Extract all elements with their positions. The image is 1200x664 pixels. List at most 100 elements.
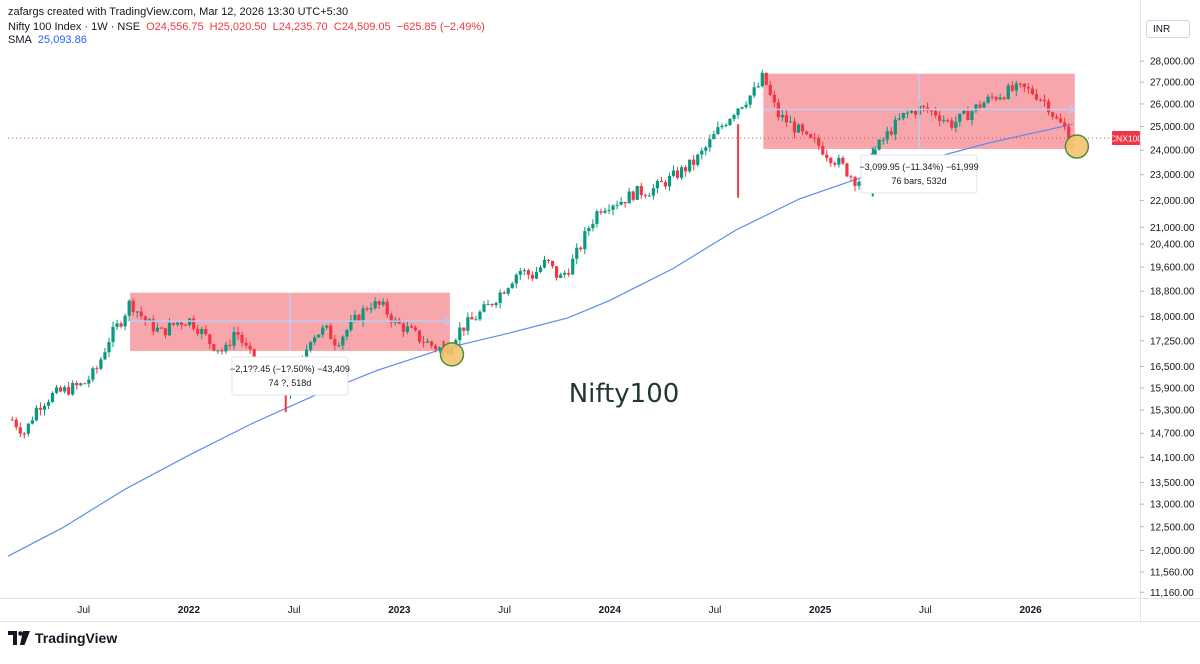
candle[interactable] <box>127 300 131 316</box>
candle[interactable] <box>502 292 506 294</box>
candle[interactable] <box>671 170 676 176</box>
candle[interactable] <box>752 87 756 96</box>
candle[interactable] <box>603 210 607 213</box>
price-scale-panel[interactable] <box>1140 0 1200 659</box>
candle[interactable] <box>50 392 55 402</box>
candle[interactable] <box>800 124 805 132</box>
candle[interactable] <box>401 323 405 332</box>
candle[interactable] <box>688 159 692 172</box>
candle[interactable] <box>938 115 942 121</box>
candle[interactable] <box>583 231 587 250</box>
candle[interactable] <box>1022 83 1026 88</box>
candle[interactable] <box>405 326 409 332</box>
symbol-label[interactable]: Nifty 100 Index · 1W · NSE <box>8 21 141 33</box>
candle[interactable] <box>192 318 196 329</box>
candle[interactable] <box>175 322 180 325</box>
candle[interactable] <box>313 337 317 343</box>
candle[interactable] <box>1006 85 1010 99</box>
candle[interactable] <box>212 344 216 351</box>
candle[interactable] <box>200 329 204 334</box>
candle[interactable] <box>974 104 978 112</box>
candle[interactable] <box>361 308 365 322</box>
candle[interactable] <box>514 274 518 284</box>
candle[interactable] <box>429 341 434 346</box>
candle[interactable] <box>813 137 817 139</box>
candle[interactable] <box>990 96 994 98</box>
candle[interactable] <box>893 119 897 135</box>
candle[interactable] <box>38 407 43 410</box>
candle[interactable] <box>58 387 63 392</box>
candle[interactable] <box>171 323 176 325</box>
candle[interactable] <box>748 95 752 105</box>
candle[interactable] <box>1046 101 1051 113</box>
candle[interactable] <box>46 401 51 406</box>
candle[interactable] <box>692 159 696 165</box>
candle[interactable] <box>958 113 962 122</box>
candle[interactable] <box>599 211 603 213</box>
candle[interactable] <box>151 319 155 332</box>
candle[interactable] <box>438 347 442 350</box>
candle[interactable] <box>559 274 563 278</box>
candle[interactable] <box>881 139 885 141</box>
candle[interactable] <box>506 288 510 294</box>
candle[interactable] <box>95 368 99 370</box>
candle[interactable] <box>716 127 720 135</box>
candle[interactable] <box>607 209 611 211</box>
candle[interactable] <box>1034 94 1039 100</box>
candle[interactable] <box>63 387 67 392</box>
candle[interactable] <box>337 345 341 347</box>
candle[interactable] <box>373 301 377 309</box>
candle[interactable] <box>732 115 736 119</box>
candle[interactable] <box>1042 99 1047 102</box>
candle[interactable] <box>377 301 381 305</box>
candle[interactable] <box>1030 88 1035 95</box>
candle[interactable] <box>159 327 164 329</box>
candle[interactable] <box>530 274 534 279</box>
candle[interactable] <box>857 181 861 186</box>
candle[interactable] <box>244 342 248 346</box>
candle[interactable] <box>341 336 345 346</box>
candle[interactable] <box>877 139 881 150</box>
candle[interactable] <box>167 323 172 336</box>
candle[interactable] <box>796 124 801 133</box>
candle[interactable] <box>579 247 583 250</box>
candle[interactable] <box>542 259 547 268</box>
candle[interactable] <box>1059 118 1063 123</box>
candle[interactable] <box>208 334 212 345</box>
candle[interactable] <box>845 163 849 177</box>
candle[interactable] <box>966 110 970 121</box>
candle[interactable] <box>196 328 200 334</box>
tradingview-logo[interactable]: TradingView <box>8 630 117 646</box>
candle[interactable] <box>760 72 764 87</box>
candle[interactable] <box>14 419 18 428</box>
candle[interactable] <box>772 94 776 103</box>
candle[interactable] <box>788 121 793 123</box>
candle[interactable] <box>905 112 910 114</box>
candle[interactable] <box>712 134 716 140</box>
candle[interactable] <box>571 258 575 275</box>
candle[interactable] <box>224 344 228 352</box>
candle[interactable] <box>26 423 30 434</box>
candle[interactable] <box>309 342 313 350</box>
candle[interactable] <box>950 120 954 128</box>
candle[interactable] <box>889 131 893 135</box>
candle[interactable] <box>526 270 530 275</box>
candle[interactable] <box>740 107 744 109</box>
candle[interactable] <box>83 383 87 385</box>
candle[interactable] <box>123 315 127 327</box>
candle[interactable] <box>462 327 466 331</box>
candle[interactable] <box>970 111 974 121</box>
candle[interactable] <box>675 170 680 178</box>
candle[interactable] <box>885 131 889 140</box>
candle[interactable] <box>909 111 914 113</box>
candle[interactable] <box>369 308 373 310</box>
candle[interactable] <box>994 97 998 100</box>
candle[interactable] <box>809 134 813 138</box>
candle[interactable] <box>567 272 571 275</box>
candle[interactable] <box>385 301 389 315</box>
candle[interactable] <box>179 322 184 325</box>
candle[interactable] <box>663 182 668 187</box>
candle[interactable] <box>619 201 623 205</box>
candle[interactable] <box>220 350 224 352</box>
candle[interactable] <box>434 345 438 350</box>
